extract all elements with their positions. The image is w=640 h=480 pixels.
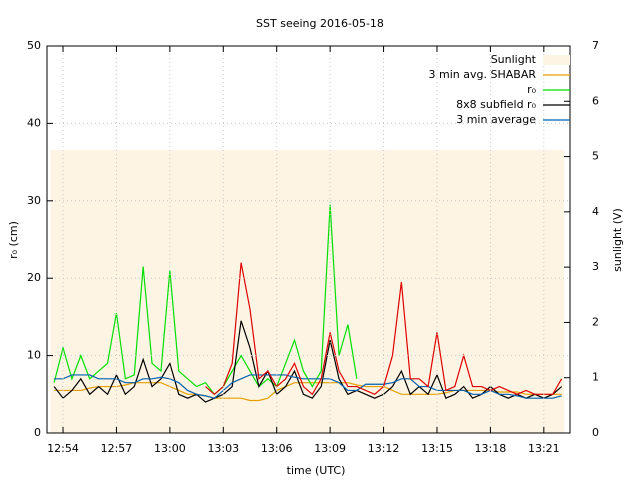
y2-tick-label: 3 [592,260,599,273]
y2-tick-label: 1 [592,371,599,384]
y-tick-label: 50 [27,39,41,52]
x-tick-label: 13:21 [528,442,560,455]
series-line [53,204,358,396]
y-axis-label: r₀ (cm) [7,221,20,259]
x-tick-label: 13:18 [475,442,507,455]
legend-label: 3 min avg. SHABAR [429,68,537,81]
plot-layer [50,149,565,434]
x-tick-label: 13:09 [314,442,346,455]
x-tick-label: 13:03 [207,442,239,455]
y2-tick-label: 5 [592,150,599,163]
y-tick-label: 40 [27,116,41,129]
y2-tick-label: 2 [592,315,599,328]
y2-tick-label: 7 [592,39,599,52]
plot-frame [46,45,571,434]
x-tick-label: 13:12 [368,442,400,455]
y2-axis-label: sunlight (V) [611,208,624,272]
legend-label: 8x8 subfield r₀ [456,98,536,111]
series-line [54,382,562,402]
legend-label: Sunlight [491,53,537,66]
y2-tick-label: 0 [592,426,599,439]
x-tick-label: 12:57 [101,442,133,455]
x-axis-label: time (UTC) [287,464,346,477]
x-tick-label: 13:06 [261,442,293,455]
series-line [53,320,563,403]
x-tick-label: 13:00 [154,442,186,455]
legend-swatch [543,55,570,65]
x-tick-label: 13:15 [421,442,453,455]
x-tick-label: 12:54 [47,442,79,455]
chart-title: SST seeing 2016-05-18 [256,17,384,30]
y-tick-label: 0 [34,426,41,439]
y2-tick-label: 6 [592,94,599,107]
y2-tick-label: 4 [592,205,599,218]
legend-label: 3 min average [456,113,536,126]
sunlight-area [50,149,565,434]
series-line [54,374,562,399]
y-tick-label: 20 [27,271,41,284]
grid-layer [47,45,570,434]
legend-label: r₀ [527,83,537,96]
y-tick-label: 30 [27,194,41,207]
y-tick-label: 10 [27,349,41,362]
